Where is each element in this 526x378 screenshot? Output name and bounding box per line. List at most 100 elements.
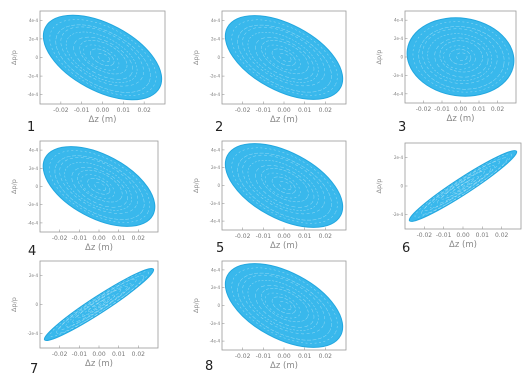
- trace-ring: [90, 48, 115, 66]
- y-tick-label: 2e-4: [211, 165, 220, 170]
- x-tick-label: 0.00: [277, 233, 291, 240]
- particle-traces: [414, 153, 512, 218]
- trace-ring: [458, 181, 470, 189]
- trace-ring: [80, 174, 115, 199]
- trace-ring: [261, 168, 309, 203]
- x-axis-label: Δz (m): [270, 115, 298, 125]
- phase-space-ellipse: [225, 263, 343, 348]
- trace-ring: [271, 296, 296, 314]
- trace-ring: [414, 153, 512, 218]
- particle-traces: [49, 150, 151, 223]
- ellipse-outline: [224, 15, 344, 100]
- y-tick-label: -2e-4: [28, 74, 39, 79]
- trace-ring: [81, 294, 116, 317]
- x-tick-label: -0.02: [235, 353, 251, 360]
- panel-number: 4: [28, 244, 36, 259]
- y-tick-label: 4e-4: [29, 148, 38, 153]
- trace-ring: [73, 36, 133, 80]
- trace-ring: [247, 159, 319, 211]
- x-tick-label: 0.02: [491, 106, 505, 113]
- y-axis-label: Δp/p: [192, 50, 200, 65]
- y-tick-label: 2e-4: [211, 36, 220, 41]
- ellipse-outline: [43, 267, 155, 342]
- trace-ring: [49, 150, 151, 223]
- trace-ring: [60, 26, 144, 87]
- trace-ring: [49, 19, 157, 96]
- trace-ring: [49, 271, 149, 337]
- y-axis-label: Δp/p: [375, 179, 383, 194]
- x-tick-label: 0.01: [112, 351, 126, 358]
- phase-space-ellipse: [43, 15, 162, 100]
- x-tick-label: 0.00: [277, 107, 291, 114]
- y-tick-label: 0: [217, 55, 220, 60]
- particle-traces: [412, 21, 510, 93]
- x-tick-label: 0.01: [472, 106, 486, 113]
- trace-ring: [55, 24, 151, 93]
- y-axis-label: Δp/p: [10, 50, 18, 65]
- trace-ring: [242, 154, 326, 215]
- trace-ring: [434, 37, 489, 78]
- panel-6: -0.02 -0.01 0.00 0.01 0.02 2e-4 0 -2e-4 Δz (m) Δp…: [375, 142, 522, 256]
- x-tick-label: 0.00: [96, 107, 110, 114]
- panel-number: 2: [215, 120, 223, 135]
- trace-ring: [54, 155, 145, 220]
- panel-number: 7: [30, 362, 38, 377]
- x-tick-label: -0.01: [72, 351, 88, 358]
- trace-ring: [261, 40, 309, 75]
- trace-ring: [439, 40, 483, 73]
- x-tick-label: 0.01: [298, 107, 312, 114]
- x-tick-label: -0.01: [74, 107, 90, 114]
- trace-ring: [261, 288, 309, 323]
- trace-ring: [65, 283, 132, 328]
- trace-ring: [255, 285, 315, 328]
- y-tick-label: 0: [35, 55, 38, 60]
- x-axis-label: Δz (m): [270, 241, 298, 251]
- phase-space-ellipse: [225, 143, 343, 228]
- trace-ring: [255, 165, 315, 208]
- y-tick-label: -4e-4: [210, 219, 221, 224]
- x-tick-label: -0.02: [52, 235, 68, 242]
- x-tick-label: 0.01: [298, 233, 312, 240]
- trace-ring: [83, 44, 120, 71]
- x-tick-label: -0.02: [417, 232, 433, 239]
- x-axis-label: Δz (m): [447, 114, 475, 124]
- y-axis-label: Δp/p: [192, 298, 200, 313]
- y-tick-label: -4e-4: [210, 92, 221, 97]
- panel-number: 5: [216, 241, 224, 256]
- trace-ring: [271, 48, 296, 66]
- x-tick-label: 0.00: [92, 235, 106, 242]
- ellipse-outline: [406, 17, 515, 97]
- panel-2: -0.02 -0.01 0.00 0.01 0.02 4e-4 2e-4 0 -2e-4 -4e-…: [192, 10, 347, 135]
- y-tick-label: 0: [217, 303, 220, 308]
- panel-3: -0.02 -0.01 0.00 0.01 0.02 4e-4 2e-4 0 -2e-4 -4e-…: [375, 10, 517, 135]
- panel-8: -0.02 -0.01 0.00 0.01 0.02 4e-4 2e-4 0 -2e-4 -4e-…: [192, 260, 347, 374]
- trace-ring: [424, 160, 500, 211]
- trace-ring: [412, 21, 510, 93]
- x-tick-label: 0.00: [277, 353, 291, 360]
- y-tick-label: -2e-4: [210, 201, 221, 206]
- phase-space-ellipse: [409, 150, 517, 222]
- y-tick-label: 4e-4: [29, 18, 38, 23]
- trace-ring: [456, 52, 468, 61]
- trace-ring: [247, 279, 319, 331]
- trace-ring: [271, 176, 296, 194]
- trace-ring: [418, 26, 505, 90]
- y-tick-label: 4e-4: [211, 267, 220, 272]
- y-tick-label: -4e-4: [393, 91, 404, 96]
- trace-ring: [231, 147, 338, 224]
- y-tick-label: -2e-4: [210, 321, 221, 326]
- y-tick-label: 2e-4: [211, 285, 220, 290]
- y-tick-label: -4e-4: [210, 339, 221, 344]
- x-axis-label: Δz (m): [89, 115, 117, 125]
- x-axis-label: Δz (m): [85, 243, 113, 253]
- y-tick-label: 2e-4: [29, 166, 38, 171]
- y-tick-label: 0: [400, 55, 403, 60]
- trace-ring: [429, 165, 495, 209]
- trace-ring: [87, 178, 111, 195]
- x-tick-label: -0.01: [256, 233, 272, 240]
- trace-ring: [255, 37, 315, 80]
- trace-ring: [242, 274, 326, 335]
- trace-ring: [247, 31, 319, 83]
- y-tick-label: 2e-4: [394, 155, 403, 160]
